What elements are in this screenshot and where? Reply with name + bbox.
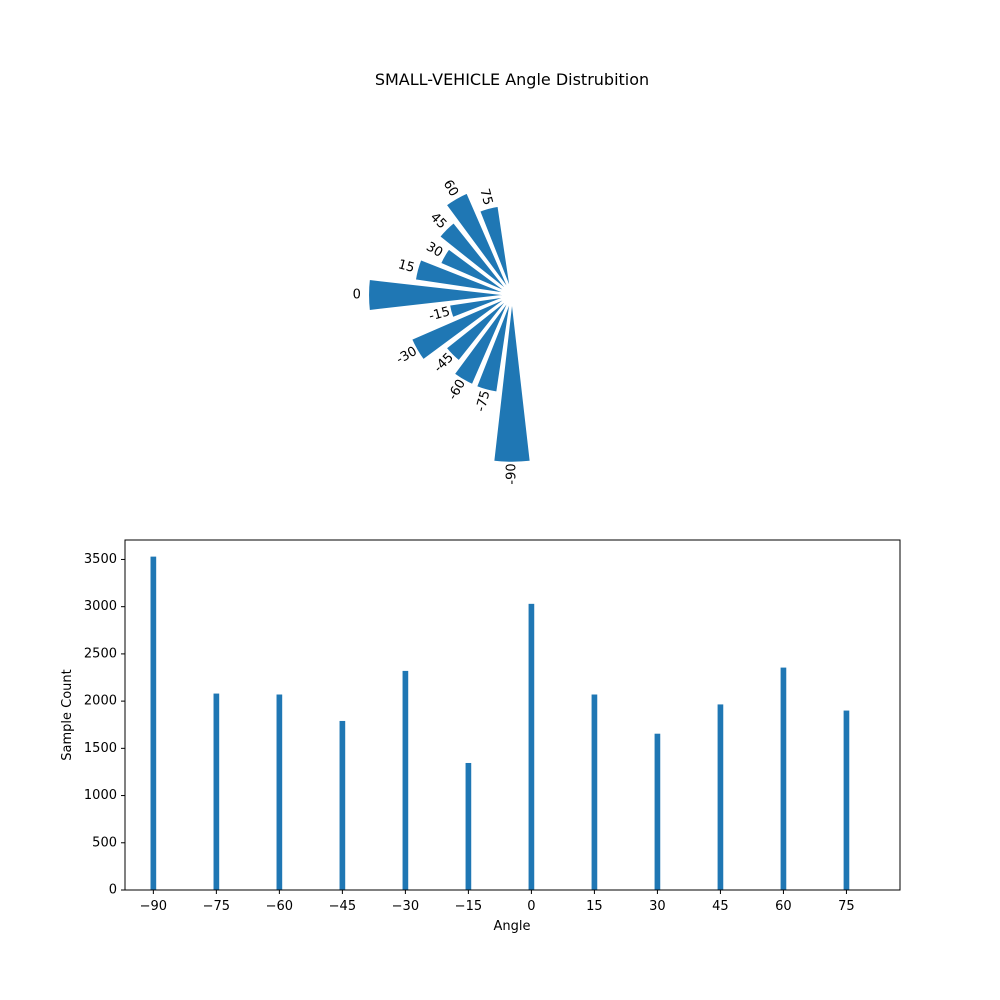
polar-wedge [443, 190, 514, 296]
y-tick-label: 1000 [84, 788, 117, 803]
x-tick-label: −60 [266, 899, 293, 914]
x-tick-label: −45 [329, 899, 356, 914]
polar-wedge [409, 293, 513, 363]
polar-angle-label: 0 [353, 288, 361, 303]
polar-wedge [438, 246, 513, 297]
x-axis-label: Angle [494, 919, 531, 934]
polar-angle-label: 15 [396, 257, 416, 276]
x-tick-label: 15 [586, 899, 603, 914]
bar [402, 670, 409, 890]
chart-title: SMALL-VEHICLE Angle Distrubition [375, 70, 649, 89]
bar-marks [150, 556, 850, 890]
y-axis-label: Sample Count [60, 669, 75, 760]
x-tick-label: 0 [527, 899, 535, 914]
y-tick-label: 500 [92, 835, 117, 850]
x-tick-label: −90 [140, 899, 167, 914]
polar-angle-label: -75 [474, 389, 494, 413]
x-tick-label: −15 [455, 899, 482, 914]
bar-chart: −90 −75 −60 −45 −30 −15 0 15 30 45 60 75 0 500 1000 15… [60, 539, 901, 934]
polar-wedge [413, 257, 513, 297]
bar [717, 704, 724, 890]
y-tick-label: 2000 [84, 694, 117, 709]
polar-wedge [491, 294, 533, 465]
polar-wedge [366, 277, 513, 313]
x-tick-label: 60 [775, 899, 792, 914]
bar [276, 694, 283, 890]
bar [465, 762, 472, 890]
y-axis-ticks: 0 500 1000 1500 2000 2500 3000 3500 [84, 552, 125, 898]
x-tick-label: −30 [392, 899, 419, 914]
polar-wedge [443, 294, 513, 364]
polar-angle-label: 30 [423, 239, 445, 260]
bar [843, 710, 850, 890]
x-tick-label: 75 [838, 899, 855, 914]
x-axis-ticks: −90 −75 −60 −45 −30 −15 0 15 30 45 60 75 [140, 890, 855, 914]
x-tick-label: 45 [712, 899, 729, 914]
y-tick-label: 1500 [84, 741, 117, 756]
polar-angle-label: -90 [505, 463, 520, 484]
polar-angle-label: 60 [440, 177, 461, 199]
polar-wedge [447, 293, 513, 321]
plot-frame [124, 539, 901, 891]
bar [213, 693, 220, 890]
polar-angle-label: -15 [427, 304, 451, 324]
polar-wedge [477, 204, 514, 296]
bar [654, 733, 661, 890]
x-tick-label: 30 [649, 899, 666, 914]
x-tick-label: −75 [203, 899, 230, 914]
polar-wedge [474, 294, 514, 395]
bar [339, 720, 346, 890]
bar [150, 556, 157, 890]
y-tick-label: 2500 [84, 646, 117, 661]
y-tick-label: 0 [109, 883, 117, 898]
polar-wedge [437, 220, 513, 296]
bar [528, 603, 535, 890]
bar [780, 667, 787, 890]
polar-angle-label: 75 [476, 187, 495, 207]
y-tick-label: 3000 [84, 599, 117, 614]
bar [591, 694, 598, 890]
polar-wedge [451, 294, 514, 387]
y-tick-label: 3500 [84, 552, 117, 567]
